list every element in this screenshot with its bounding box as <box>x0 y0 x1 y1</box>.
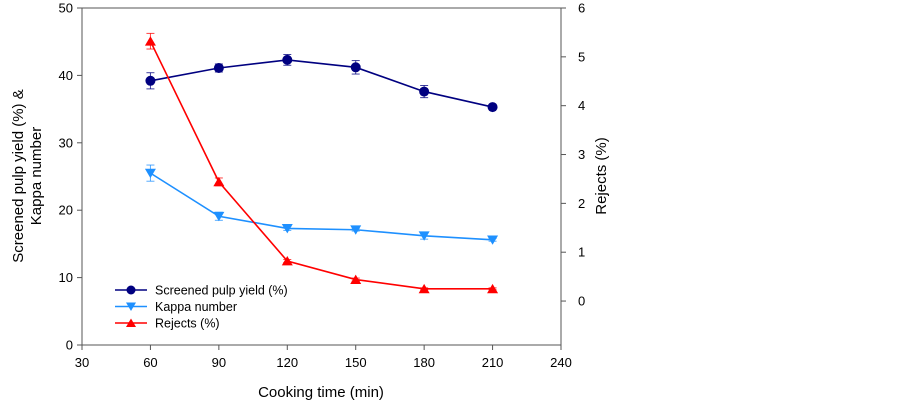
y2-tick-label: 3 <box>578 147 585 162</box>
data-point <box>213 62 224 73</box>
data-point <box>419 86 430 97</box>
y-tick-label: 30 <box>59 135 73 150</box>
data-point <box>350 225 362 235</box>
legend-label: Screened pulp yield (%) <box>155 284 288 298</box>
x-tick-label: 30 <box>75 355 89 370</box>
y2-tick-label: 2 <box>578 196 585 211</box>
y2-axis-ticks: 0 1 2 3 4 5 6 <box>561 1 585 309</box>
data-point <box>487 283 499 294</box>
data-point <box>213 176 225 187</box>
x-tick-label: 120 <box>276 355 298 370</box>
y-axis-title: Screened pulp yield (%) & <box>10 89 27 262</box>
x-axis-ticks: 30 60 90 120 150 180 210 240 <box>75 345 572 370</box>
data-point <box>418 231 430 241</box>
data-point <box>144 168 156 179</box>
legend-item: Screened pulp yield (%) <box>115 284 288 298</box>
data-point <box>213 211 225 222</box>
legend: Screened pulp yield (%) Kappa number Rejec… <box>115 284 288 331</box>
legend-marker <box>126 302 136 311</box>
y2-axis-title: Rejects (%) <box>593 137 610 215</box>
x-tick-label: 60 <box>143 355 157 370</box>
series-line <box>149 40 493 290</box>
legend-label: Kappa number <box>155 300 237 314</box>
data-point <box>350 62 361 73</box>
y2-tick-label: 0 <box>578 294 585 309</box>
data-point <box>281 223 293 234</box>
y-tick-label: 0 <box>66 338 73 353</box>
series-group <box>144 32 499 294</box>
legend-label: Rejects (%) <box>155 317 220 331</box>
x-tick-label: 240 <box>550 355 572 370</box>
series-line <box>150 172 493 241</box>
legend-marker <box>126 285 136 295</box>
data-point <box>487 235 499 245</box>
data-point <box>418 283 430 294</box>
data-point <box>281 256 293 266</box>
legend-item: Rejects (%) <box>115 317 220 331</box>
x-tick-label: 180 <box>413 355 435 370</box>
y-tick-label: 10 <box>59 270 73 285</box>
y2-tick-label: 6 <box>578 1 585 16</box>
x-tick-label: 90 <box>212 355 226 370</box>
plot-border <box>81 7 562 346</box>
data-point <box>282 54 293 65</box>
y-axis-ticks: 0 10 20 30 40 50 <box>59 1 82 353</box>
x-tick-label: 150 <box>345 355 367 370</box>
series-kappa-number <box>144 164 499 245</box>
series-rejects <box>144 32 499 294</box>
x-tick-label: 210 <box>482 355 504 370</box>
y2-tick-label: 4 <box>578 98 585 113</box>
plot-frame <box>81 7 562 346</box>
series-line <box>150 59 493 108</box>
y2-tick-label: 5 <box>578 49 585 64</box>
legend-item: Kappa number <box>115 300 237 314</box>
y2-tick-label: 1 <box>578 245 585 260</box>
y-tick-label: 40 <box>59 68 73 83</box>
data-point <box>145 75 156 86</box>
y-tick-label: 50 <box>59 1 73 16</box>
series-screened-pulp-yield <box>145 54 498 113</box>
y-tick-label: 20 <box>59 203 73 218</box>
data-point <box>144 36 156 46</box>
legend-marker <box>126 318 136 327</box>
data-point <box>350 274 362 284</box>
x-axis-title: Cooking time (min) <box>258 384 384 401</box>
data-point <box>487 102 498 113</box>
y-axis-title-line2: Kappa number <box>28 127 45 225</box>
